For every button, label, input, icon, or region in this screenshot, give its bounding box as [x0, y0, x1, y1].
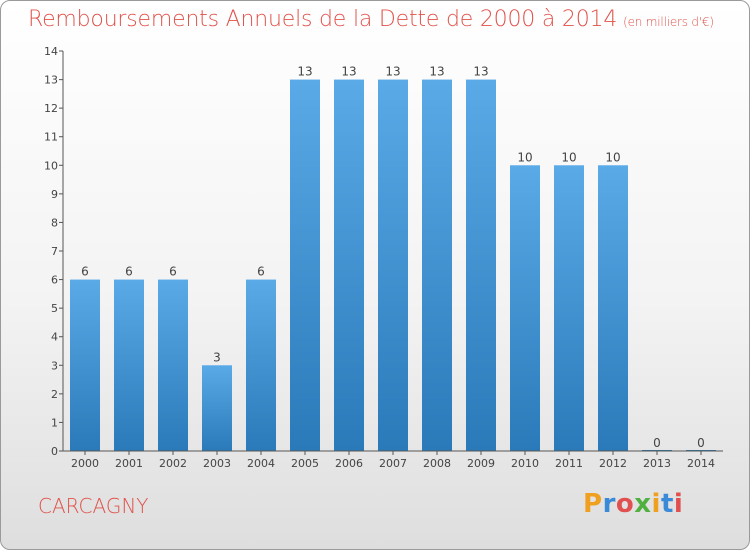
chart-unit: (en milliers d'€): [623, 15, 714, 29]
value-label: 10: [561, 150, 576, 164]
x-tick-label: 2007: [379, 457, 407, 470]
value-label: 6: [169, 265, 177, 279]
bar-2006[interactable]: [334, 79, 364, 452]
value-label: 10: [605, 150, 620, 164]
y-tick-label: 5: [51, 302, 58, 315]
y-tick-label: 2: [51, 388, 58, 401]
bar-2000[interactable]: [70, 279, 100, 451]
x-tick-label: 2006: [335, 457, 363, 470]
logo-letter: o: [615, 489, 635, 519]
proxiti-logo[interactable]: Proxiti: [583, 489, 683, 519]
bar-2012[interactable]: [598, 165, 628, 452]
value-label: 0: [697, 436, 705, 450]
chart-title-text: Remboursements Annuels de la Dette de 20…: [28, 7, 618, 32]
y-tick-label: 7: [51, 245, 58, 258]
value-label: 3: [213, 350, 221, 364]
value-label: 13: [429, 65, 444, 79]
y-tick-label: 1: [51, 416, 58, 429]
x-tick-label: 2010: [511, 457, 539, 470]
y-tick-label: 8: [51, 216, 58, 229]
y-tick-label: 10: [44, 159, 58, 172]
y-tick-label: 6: [51, 274, 58, 287]
chart-title: Remboursements Annuels de la Dette de 20…: [28, 7, 714, 32]
value-label: 13: [297, 65, 312, 79]
value-label: 10: [517, 150, 532, 164]
logo-letter: t: [660, 489, 674, 519]
value-label: 13: [341, 65, 356, 79]
logo-letter: i: [651, 489, 661, 519]
y-tick-label: 3: [51, 359, 58, 372]
x-tick-label: 2004: [247, 457, 275, 470]
x-tick-label: 2001: [115, 457, 143, 470]
x-tick-label: 2012: [599, 457, 627, 470]
y-tick-label: 4: [51, 331, 58, 344]
y-tick-label: 14: [44, 45, 58, 58]
y-tick-label: 9: [51, 188, 58, 201]
bar-2002[interactable]: [158, 279, 188, 451]
value-label: 0: [653, 436, 661, 450]
y-tick-label: 12: [44, 102, 58, 115]
y-tick-label: 13: [44, 74, 58, 87]
bar-2003[interactable]: [202, 365, 232, 451]
bar-2010[interactable]: [510, 165, 540, 452]
bar-2007[interactable]: [378, 79, 408, 452]
logo-letter: x: [634, 489, 652, 519]
logo-letter: P: [583, 489, 603, 519]
bar-2008[interactable]: [422, 79, 452, 452]
bar-2009[interactable]: [466, 79, 496, 452]
bar-2001[interactable]: [114, 279, 144, 451]
x-tick-label: 2005: [291, 457, 319, 470]
logo-letter: i: [673, 489, 684, 519]
x-tick-label: 2003: [203, 457, 231, 470]
bar-2011[interactable]: [554, 165, 584, 452]
value-label: 6: [257, 265, 265, 279]
x-tick-label: 2013: [643, 457, 671, 470]
logo-letter: r: [602, 489, 616, 519]
x-tick-label: 2009: [467, 457, 495, 470]
y-tick-label: 0: [51, 445, 58, 458]
x-tick-label: 2011: [555, 457, 583, 470]
x-tick-label: 2000: [71, 457, 99, 470]
x-tick-label: 2002: [159, 457, 187, 470]
value-label: 13: [385, 65, 400, 79]
x-tick-label: 2008: [423, 457, 451, 470]
bar-2005[interactable]: [290, 79, 320, 452]
x-tick-label: 2014: [687, 457, 715, 470]
bar-2004[interactable]: [246, 279, 276, 451]
y-tick-label: 11: [44, 131, 58, 144]
commune-name: CARCAGNY: [38, 494, 149, 518]
value-label: 6: [81, 265, 89, 279]
value-label: 13: [473, 65, 488, 79]
value-label: 6: [125, 265, 133, 279]
